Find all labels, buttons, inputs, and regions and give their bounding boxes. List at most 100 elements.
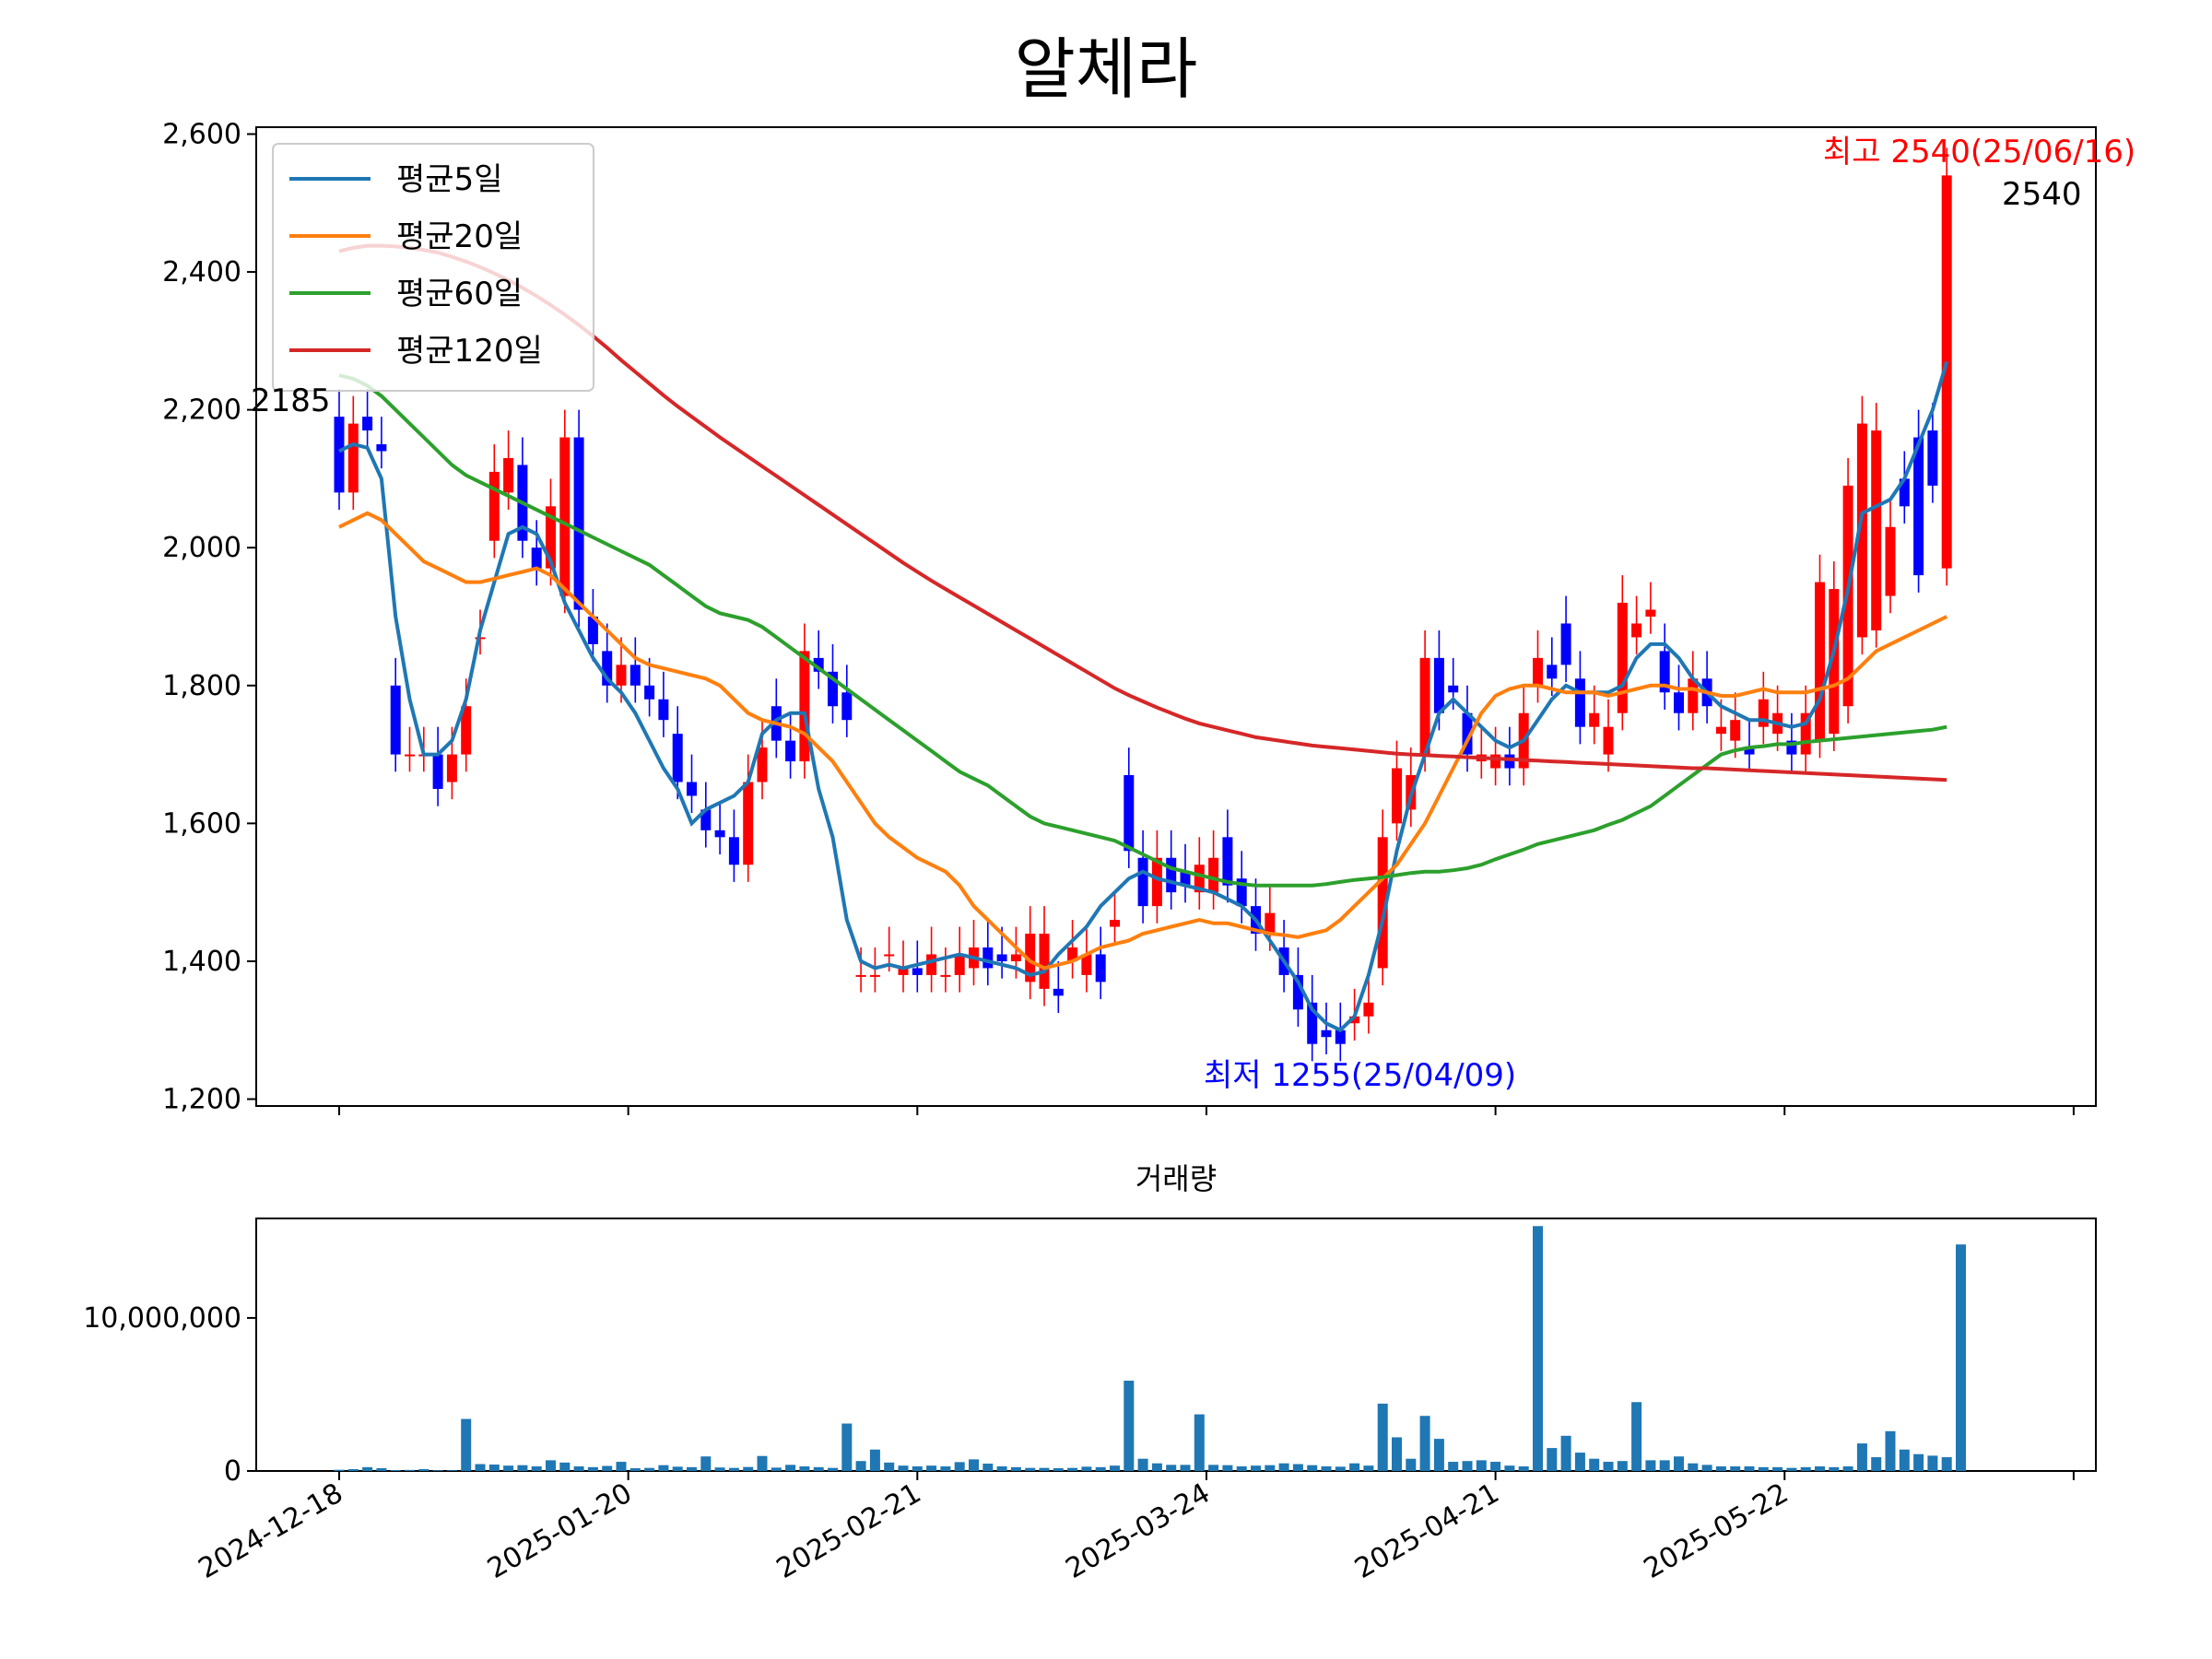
volume-bar xyxy=(418,1469,429,1471)
candle-body xyxy=(1688,678,1699,713)
candle-body xyxy=(1462,712,1473,755)
candle-body xyxy=(1547,665,1558,679)
volume-bar xyxy=(785,1465,796,1471)
candle-body xyxy=(1151,857,1162,907)
candle-body xyxy=(1758,699,1769,727)
candle-body xyxy=(728,837,739,865)
volume-bar xyxy=(1278,1463,1289,1471)
y-tick-label: 2,000 xyxy=(162,532,241,564)
volume-bar xyxy=(1010,1466,1021,1471)
volume-bar xyxy=(855,1461,866,1471)
volume-bar xyxy=(1124,1381,1135,1471)
volume-bar xyxy=(1856,1443,1867,1471)
candle-body xyxy=(587,617,598,644)
candle-body xyxy=(1222,837,1233,886)
candle-body xyxy=(432,754,443,789)
volume-bar xyxy=(714,1467,725,1471)
candle-body xyxy=(1321,1030,1332,1038)
volume-bar xyxy=(1236,1466,1247,1471)
candle-body xyxy=(1180,871,1191,886)
volume-bar xyxy=(1786,1467,1797,1471)
volume-bar xyxy=(1166,1465,1177,1471)
candle-body xyxy=(1674,692,1684,713)
volume-bar xyxy=(1476,1460,1487,1471)
candle-body xyxy=(334,417,345,493)
y-tick-label: 1,800 xyxy=(162,670,241,702)
volume-bar xyxy=(996,1466,1007,1471)
y-tick-label: 1,200 xyxy=(162,1084,241,1116)
volume-bar xyxy=(1815,1466,1825,1471)
candle-body xyxy=(714,830,725,838)
candle-body xyxy=(1419,657,1430,755)
candle-body xyxy=(1349,1016,1360,1024)
candle-body xyxy=(799,651,810,762)
volume-bar xyxy=(658,1465,669,1471)
candle-body xyxy=(1137,857,1148,907)
candle-body xyxy=(926,954,937,975)
volume-bar xyxy=(757,1455,768,1471)
volume-bar xyxy=(1137,1458,1148,1471)
volume-bar xyxy=(1631,1402,1642,1471)
x-tick-label: 2025-04-21 xyxy=(1349,1477,1504,1585)
price-plot-area xyxy=(255,126,2097,1107)
candle-body xyxy=(828,671,838,707)
candle-body xyxy=(488,471,500,541)
volume-bar xyxy=(672,1466,683,1471)
volume-bar xyxy=(926,1465,937,1471)
candle-body xyxy=(602,651,613,686)
legend-label-ma20: 평균20일 xyxy=(396,218,523,255)
volume-bar xyxy=(1081,1466,1092,1471)
volume-bar xyxy=(841,1423,853,1471)
candle-body xyxy=(1292,974,1303,1010)
volume-bar xyxy=(1885,1430,1896,1471)
candle-body xyxy=(1927,430,1938,486)
volume-bar xyxy=(1744,1466,1755,1471)
volume-layer: 0 10,000,000 xyxy=(83,1226,1966,1488)
candle-body xyxy=(1815,582,1825,741)
volume-bar xyxy=(1180,1465,1191,1471)
volume-y-tick-label: 10,000,000 xyxy=(83,1302,241,1335)
candle-body xyxy=(1194,865,1205,893)
candle-body xyxy=(672,734,683,782)
volume-bar xyxy=(1560,1435,1571,1471)
volume-bar xyxy=(376,1468,387,1471)
volume-bar xyxy=(1603,1462,1614,1471)
volume-bar xyxy=(1589,1458,1600,1471)
y-tick-label: 2,200 xyxy=(162,394,241,427)
ma-line-60 xyxy=(338,373,1947,888)
x-tick-label: 2025-02-21 xyxy=(771,1477,926,1585)
volume-bar xyxy=(1941,1457,1952,1471)
candle-body xyxy=(1871,430,1882,630)
volume-y-tick-label: 0 xyxy=(224,1455,241,1488)
candle-body xyxy=(1913,437,1924,576)
volume-bar xyxy=(587,1466,598,1471)
candle-body xyxy=(1659,651,1670,693)
candle-body xyxy=(1829,589,1840,735)
volume-bar xyxy=(982,1464,994,1471)
candle-body xyxy=(1631,623,1642,638)
volume-bar xyxy=(1462,1461,1473,1471)
candle-body xyxy=(629,665,641,686)
candle-body xyxy=(855,974,866,977)
candle-body xyxy=(1645,609,1656,617)
volume-bar xyxy=(828,1467,838,1471)
volume-bar xyxy=(728,1467,739,1471)
legend-label-ma120: 평균120일 xyxy=(396,333,543,370)
volume-bar xyxy=(813,1466,824,1471)
candle-body xyxy=(884,954,895,957)
candle-body xyxy=(546,506,556,569)
candle-body xyxy=(1941,175,1952,569)
volume-bar xyxy=(461,1418,472,1471)
candle-body xyxy=(362,417,373,431)
candle-body xyxy=(1589,712,1600,727)
volume-bar xyxy=(1688,1463,1699,1471)
volume-bar xyxy=(1433,1439,1444,1471)
chart-title: 알체라 xyxy=(1015,30,1198,108)
candle-body xyxy=(982,947,994,969)
volume-bar xyxy=(644,1467,655,1471)
volume-bar xyxy=(799,1466,810,1471)
candle-body xyxy=(687,782,697,796)
volume-bar xyxy=(1504,1465,1515,1471)
volume-bar xyxy=(531,1466,542,1471)
candle-body xyxy=(813,657,824,672)
